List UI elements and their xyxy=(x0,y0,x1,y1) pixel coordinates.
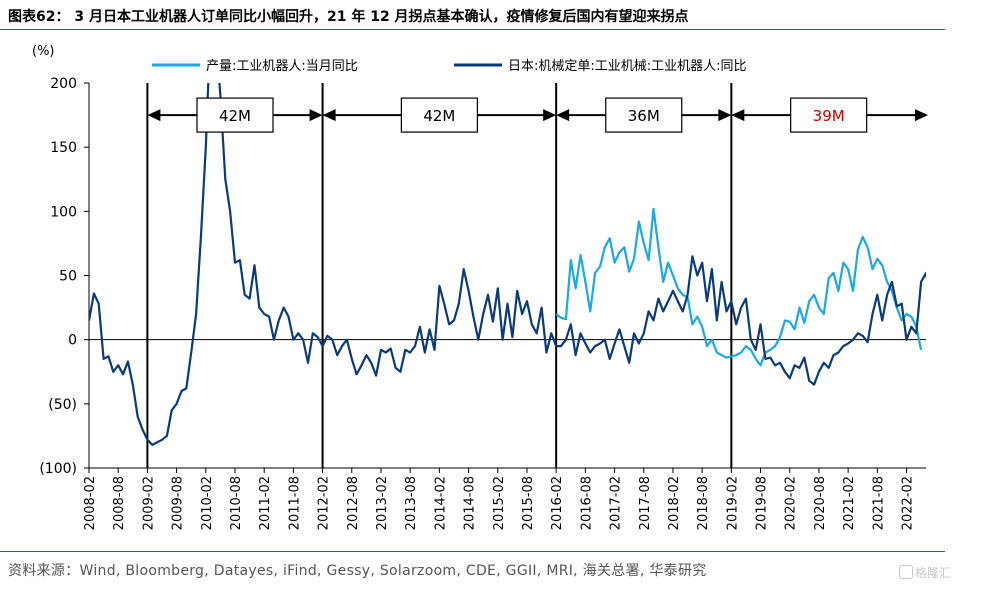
cycle-label-box xyxy=(400,97,478,133)
x-tick-label: 2010-08 xyxy=(229,476,244,530)
x-tick-label: 2010-02 xyxy=(200,476,215,530)
x-tick-label: 2019-08 xyxy=(755,476,770,530)
y-tick-label: 200 xyxy=(50,76,77,92)
cycle-arrow-head xyxy=(556,109,570,122)
cycle-annotations: 42M 42M 36M 39M xyxy=(147,97,928,133)
chart-title: 图表62： 3 月日本工业机器人订单同比小幅回升，21 年 12 月拐点基本确认… xyxy=(8,9,689,25)
cycle-arrow-head xyxy=(915,109,928,122)
x-tick-label: 2020-02 xyxy=(784,476,799,530)
legend-label-orders: 日本:机械定单:工业机械:工业机器人:同比 xyxy=(508,59,747,74)
cycle-arrow-head xyxy=(322,109,336,122)
x-tick-label: 2011-08 xyxy=(287,476,302,530)
cycle-label: 42M xyxy=(423,107,455,125)
y-tick-label: (50) xyxy=(48,397,77,413)
x-tick-label: 2021-02 xyxy=(842,476,857,530)
y-tick-label: 100 xyxy=(50,204,77,220)
cycle-dividers xyxy=(146,83,733,468)
x-tick-label: 2018-08 xyxy=(696,476,711,530)
source-note: 资料来源：Wind, Bloomberg, Datayes, iFind, Ge… xyxy=(8,563,707,579)
series-lines xyxy=(89,83,926,446)
x-tick-label: 2020-08 xyxy=(813,476,828,530)
legend: 产量:工业机器人:当月同比 日本:机械定单:工业机械:工业机器人:同比 xyxy=(152,59,747,74)
x-tick-label: 2012-08 xyxy=(346,476,361,530)
footer-divider xyxy=(0,551,945,552)
cycle-label-box xyxy=(790,97,868,133)
x-tick-label: 2015-08 xyxy=(521,476,536,530)
x-tick-label: 2016-02 xyxy=(550,476,565,530)
x-tick-label: 2016-08 xyxy=(579,476,594,530)
cycle-label: 42M xyxy=(219,107,251,125)
x-tick-label: 2021-08 xyxy=(871,476,886,530)
x-tick-label: 2022-02 xyxy=(901,476,916,530)
x-tick-label: 2008-02 xyxy=(83,476,98,530)
x-tick-label: 2009-08 xyxy=(171,476,186,530)
cycle-arrow-head xyxy=(147,109,161,122)
cycle-arrow-head xyxy=(309,109,323,122)
cycle-arrow-head xyxy=(718,109,732,122)
watermark-text: 格隆汇 xyxy=(915,566,952,580)
y-axis-unit: (%) xyxy=(32,44,55,59)
x-tick-label: 2009-02 xyxy=(141,476,156,530)
y-tick-label: 0 xyxy=(68,333,77,349)
x-tick-label: 2012-02 xyxy=(317,476,332,530)
x-tick-label: 2019-02 xyxy=(725,476,740,530)
axes: (100) (50) 0 50 100 150 200 2008-02 2008-08 2009-… xyxy=(39,76,926,530)
cycle-arrow-head xyxy=(731,109,745,122)
x-tick-label: 2017-08 xyxy=(638,476,653,530)
y-tick-label: 150 xyxy=(50,140,77,156)
x-tick-label: 2014-02 xyxy=(433,476,448,530)
x-tick-label: 2011-02 xyxy=(258,476,273,530)
cycle-arrow-head xyxy=(543,109,557,122)
x-tick-label: 2008-08 xyxy=(112,476,127,530)
x-tick-label: 2014-08 xyxy=(463,476,478,530)
cycle-label-box xyxy=(605,97,683,133)
legend-label-production: 产量:工业机器人:当月同比 xyxy=(206,59,358,74)
y-tick-label: (100) xyxy=(39,461,77,477)
cycle-label-box xyxy=(196,97,274,133)
watermark-logo-icon xyxy=(899,565,913,579)
series-line-production xyxy=(555,207,923,367)
series-line-orders xyxy=(89,83,926,446)
x-tick-label: 2015-02 xyxy=(492,476,507,530)
cycle-label: 39M xyxy=(813,107,845,125)
title-divider xyxy=(0,29,945,30)
x-tick-label: 2013-02 xyxy=(375,476,390,530)
x-tick-label: 2013-08 xyxy=(404,476,419,530)
cycle-label: 36M xyxy=(628,107,660,125)
y-tick-label: 50 xyxy=(59,269,77,285)
x-tick-label: 2018-02 xyxy=(667,476,682,530)
watermark: 格隆汇 xyxy=(899,564,951,581)
x-tick-label: 2017-02 xyxy=(609,476,624,530)
